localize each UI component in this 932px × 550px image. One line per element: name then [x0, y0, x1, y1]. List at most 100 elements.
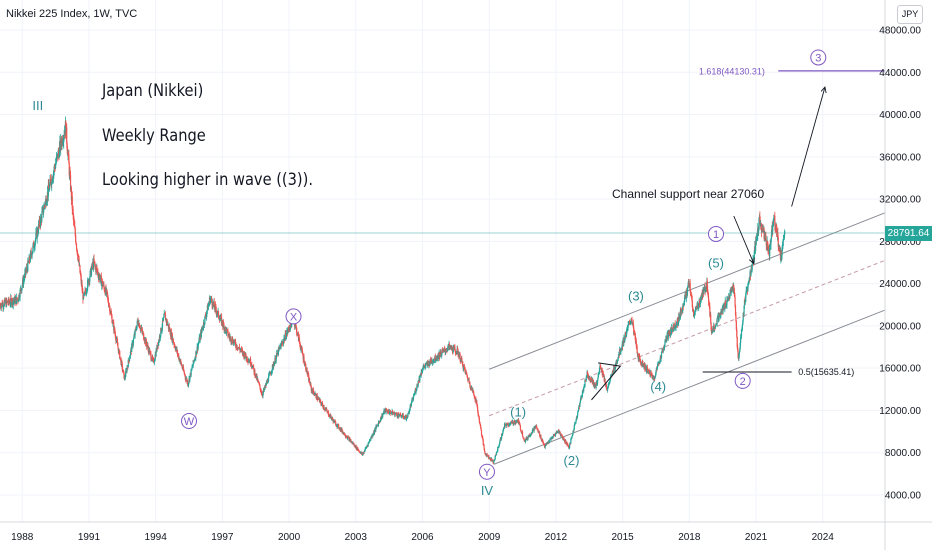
wave-circle — [478, 463, 495, 480]
candle-body — [726, 298, 728, 305]
candle-body — [573, 429, 575, 432]
candle-body — [158, 340, 160, 342]
candle-body — [577, 408, 580, 411]
candle-body — [495, 454, 497, 456]
candle-body — [420, 375, 422, 377]
candle-body — [295, 324, 297, 327]
currency-button[interactable]: JPY — [897, 5, 923, 24]
candle-body — [178, 355, 180, 360]
candle-body — [37, 232, 39, 234]
candle-body — [261, 393, 263, 396]
note-title: Japan (Nikkei) — [102, 81, 204, 101]
candle-body — [716, 316, 719, 319]
candle-body — [728, 296, 730, 298]
candle-body — [639, 359, 641, 363]
candle-body — [347, 436, 349, 439]
wave-label: X — [290, 311, 298, 323]
candle-body — [477, 406, 479, 411]
candle-body — [79, 265, 81, 273]
candle-body — [353, 443, 355, 446]
candle-body — [390, 413, 392, 414]
candle-body — [476, 400, 478, 405]
candle-body — [480, 424, 482, 428]
candle-body — [208, 304, 210, 306]
candle-body — [269, 372, 271, 374]
candle-body — [640, 362, 642, 364]
candle-body — [533, 427, 535, 431]
x-tick-label: 2003 — [345, 532, 368, 543]
candle-body — [173, 342, 175, 343]
y-tick-label: 8000.00 — [885, 448, 922, 459]
candle-body — [707, 296, 710, 302]
candle-body — [258, 382, 260, 385]
candle-body — [691, 300, 693, 307]
candle-body — [629, 322, 631, 324]
candle-body — [183, 371, 185, 374]
candle-body — [652, 377, 654, 379]
candle-body — [106, 289, 108, 292]
candle-body — [740, 337, 742, 344]
candle-body — [688, 283, 690, 286]
candle-body — [574, 423, 576, 426]
candle-body — [177, 354, 179, 356]
candle-body — [196, 351, 198, 355]
candle-body — [769, 244, 772, 246]
candle-body — [524, 438, 527, 442]
candle-body — [622, 340, 624, 347]
wave-circle — [810, 49, 827, 66]
candle-body — [521, 431, 524, 437]
candle-body — [784, 230, 786, 235]
candle-body — [218, 317, 220, 319]
candle-body — [633, 327, 635, 335]
candle-body — [782, 240, 784, 241]
candle-body — [372, 434, 374, 436]
candle-body — [596, 380, 598, 385]
candle-body — [493, 460, 495, 463]
time-axis[interactable]: 1988 1991 1994 1997 2000 2003 2006 2009 2012 2015… — [0, 521, 932, 543]
candle-body — [482, 439, 484, 445]
candle-body — [155, 349, 157, 357]
candle-body — [37, 224, 40, 233]
candle-body — [415, 389, 418, 391]
candle-body — [772, 222, 774, 225]
candle-body — [569, 442, 571, 446]
candle-body — [514, 421, 516, 424]
candle-body — [57, 150, 60, 153]
candle-body — [417, 381, 419, 386]
candle-body — [710, 314, 712, 323]
candle-body — [456, 353, 458, 355]
candle-body — [764, 235, 766, 237]
candle-body — [443, 349, 445, 351]
candle-body — [332, 417, 334, 420]
candle-body — [500, 434, 503, 439]
candle-body — [198, 341, 200, 344]
candle-body — [169, 329, 171, 335]
candle-body — [628, 321, 631, 323]
candle-body — [162, 318, 164, 321]
candle-body — [566, 442, 568, 446]
candle-body — [72, 208, 74, 215]
candle-body — [494, 458, 496, 461]
candle-body — [403, 417, 406, 419]
candle-body — [731, 288, 733, 291]
candle-body — [735, 314, 737, 322]
candle-body — [215, 306, 217, 311]
candle-body — [69, 175, 72, 191]
candle-body — [783, 239, 785, 241]
candle-body — [546, 443, 548, 445]
candle-body — [389, 410, 392, 413]
candle-body — [154, 359, 156, 362]
candle-body — [736, 336, 738, 347]
candle-body — [472, 390, 474, 393]
candle-body — [80, 274, 82, 277]
candle-body — [433, 360, 435, 362]
candle-body — [126, 367, 128, 372]
price-axis[interactable]: 4000.00 8000.00 12000.00 16000.00 20000.00 24… — [879, 0, 921, 550]
candle-body — [669, 333, 671, 335]
candle-body — [180, 360, 182, 363]
candle-body — [152, 356, 154, 360]
candle-body — [642, 360, 644, 366]
candle-body — [179, 361, 181, 363]
candle-body — [377, 422, 380, 426]
